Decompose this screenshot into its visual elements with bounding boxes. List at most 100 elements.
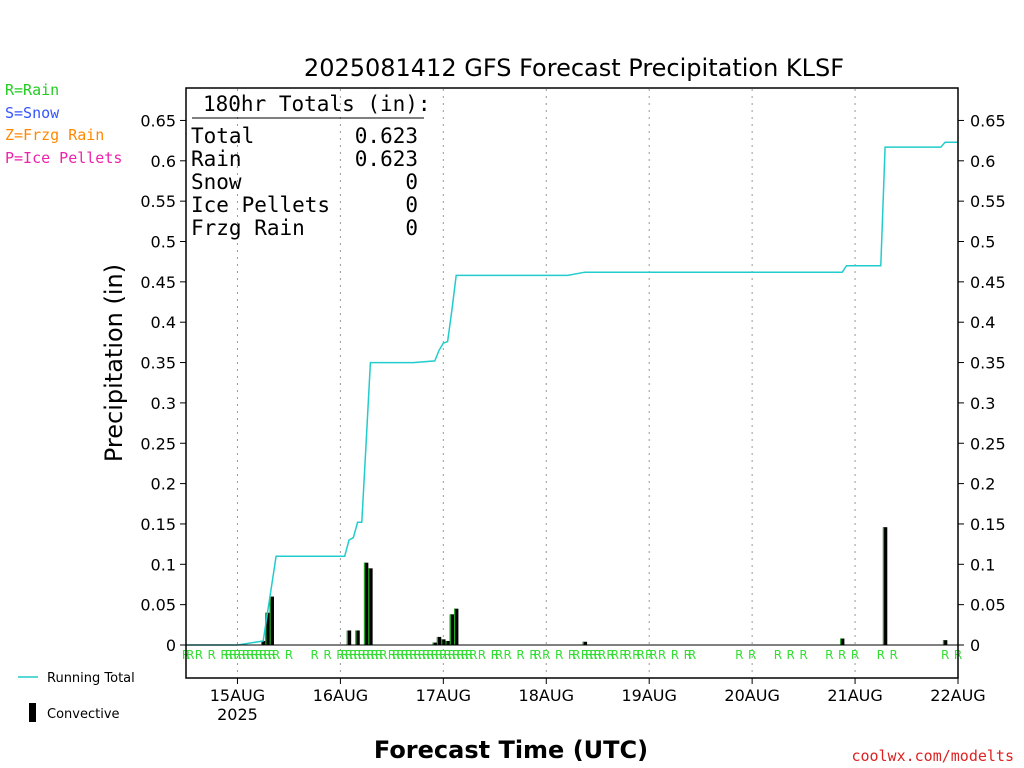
x-tick-label: 15AUG [210, 686, 265, 705]
ptype-legend-ice-pellets: P=Ice Pellets [5, 149, 122, 167]
series-legend: Running Total Convective [18, 671, 135, 722]
totals-label-ice-pellets: Ice Pellets [191, 193, 330, 217]
ptype-rain-mark: R [889, 648, 897, 662]
y-tick-label-left: 0.25 [140, 434, 176, 453]
y-tick-label-left: 0.15 [140, 515, 176, 534]
ptype-rain-mark: R [649, 648, 657, 662]
convective-bar [454, 608, 459, 645]
convective-bar-edge [355, 630, 357, 645]
ptype-rain-mark: R [581, 648, 589, 662]
convective-bar [445, 640, 450, 645]
vertical-gridlines [236, 89, 856, 677]
totals-value-snow: 0 [405, 170, 418, 194]
convective-legend-label: Convective [47, 707, 120, 722]
y-tick-label-left: 0.1 [151, 555, 176, 574]
ptype-rain-mark: R [503, 648, 511, 662]
x-tick-label: 18AUG [519, 686, 574, 705]
ptype-rain-mark: R [396, 648, 404, 662]
ptype-rain-mark: R [589, 648, 597, 662]
ptype-rain-mark: R [439, 648, 447, 662]
convective-bar-edge [432, 642, 434, 645]
convective-bar [436, 636, 442, 645]
ptype-rain-mark: R [323, 648, 331, 662]
convective-bar-edge [449, 614, 451, 645]
ptype-rain-mark: R [392, 648, 400, 662]
y-axis-title: Precipitation (in) [100, 264, 128, 462]
ptype-rain-mark: R [491, 648, 499, 662]
ptype-rain-mark: R [272, 648, 280, 662]
ptype-rain-mark: R [461, 648, 469, 662]
ptype-rain-mark: R [431, 648, 439, 662]
ptype-rain-mark: R [379, 648, 387, 662]
convective-bar-edge [942, 640, 945, 645]
convective-bar [840, 638, 845, 645]
x-tick-label: 16AUG [313, 686, 368, 705]
ptype-rain-mark: R [877, 648, 885, 662]
ptype-rain-mark: R [268, 648, 276, 662]
y-tick-label-right: 0.1 [970, 555, 995, 574]
convective-bar [368, 568, 373, 645]
convective-bar [942, 640, 948, 645]
ptype-rain-mark: R [799, 648, 807, 662]
ptype-rain-mark: R [611, 648, 619, 662]
ptype-rain-mark: R [255, 648, 263, 662]
credit-link[interactable]: coolwx.com/modelts [851, 747, 1014, 765]
ptype-legend-snow: S=Snow [5, 104, 60, 122]
convective-bar [265, 612, 270, 645]
convective-swatch [29, 703, 36, 722]
y-tick-label-right: 0 [970, 636, 980, 655]
x-tick-label: 17AUG [416, 686, 471, 705]
ptype-rain-mark: R [413, 648, 421, 662]
y-tick-label-left: 0.45 [140, 273, 176, 292]
convective-bar [261, 640, 266, 645]
plot-frame [185, 87, 959, 679]
y-tick-label-right: 0.6 [970, 152, 995, 171]
ptype-rain-mark: R [568, 648, 576, 662]
ptype-rain-mark: R [735, 648, 743, 662]
convective-bars [261, 527, 948, 645]
convective-bar [363, 562, 369, 645]
ptype-rain-mark: R [555, 648, 563, 662]
totals-label-snow: Snow [191, 170, 242, 194]
convective-bar-edge [346, 630, 348, 645]
y-tick-label-left: 0.55 [140, 192, 176, 211]
running-total-line [186, 141, 958, 646]
ptype-rain-mark: R [529, 648, 537, 662]
ptype-rain-mark: R [426, 648, 434, 662]
ptype-rain-mark: R [748, 648, 756, 662]
y-tick-label-right: 0.25 [970, 434, 1006, 453]
ptype-rain-mark: R [606, 648, 614, 662]
ptype-rain-mark: R [250, 648, 258, 662]
ptype-rain-mark: R [619, 648, 627, 662]
ptype-legend: R=Rain S=Snow Z=Frzg Rain P=Ice Pellets [5, 81, 122, 167]
x-tick-label: 20AUG [724, 686, 779, 705]
convective-bar [582, 641, 588, 645]
ptype-rain-mark: R [195, 648, 203, 662]
running-total-legend-label: Running Total [47, 671, 135, 686]
convective-bar-edge [454, 608, 456, 645]
y-tick-label-left: 0 [166, 636, 176, 655]
ptype-rain-mark: R [787, 648, 795, 662]
ptype-rain-mark: R [263, 648, 271, 662]
ptype-rain-mark: R [246, 648, 254, 662]
ptype-rain-mark: R [310, 648, 318, 662]
ptype-rain-mark: R [422, 648, 430, 662]
ptype-rain-mark: R [233, 648, 241, 662]
ptype-rain-mark: R [632, 648, 640, 662]
ptype-rain-mark: R [418, 648, 426, 662]
ptype-rain-mark: R [336, 648, 344, 662]
y-tick-label-right: 0.45 [970, 273, 1006, 292]
convective-bar [441, 639, 446, 645]
ptype-legend-frzg-rain: Z=Frzg Rain [5, 126, 104, 144]
y-tick-label-left: 0.65 [140, 111, 176, 130]
totals-value-rain: 0.623 [355, 147, 418, 171]
ptype-rain-mark: R [405, 648, 413, 662]
ptype-rain-mark: R [465, 648, 473, 662]
ptype-rain-mark: R [358, 648, 366, 662]
ptype-rain-mark: R [516, 648, 524, 662]
convective-bar-edge [261, 640, 263, 645]
ptype-rain-mark: R [456, 648, 464, 662]
convective-bar [449, 614, 455, 645]
convective-bar [346, 630, 352, 645]
